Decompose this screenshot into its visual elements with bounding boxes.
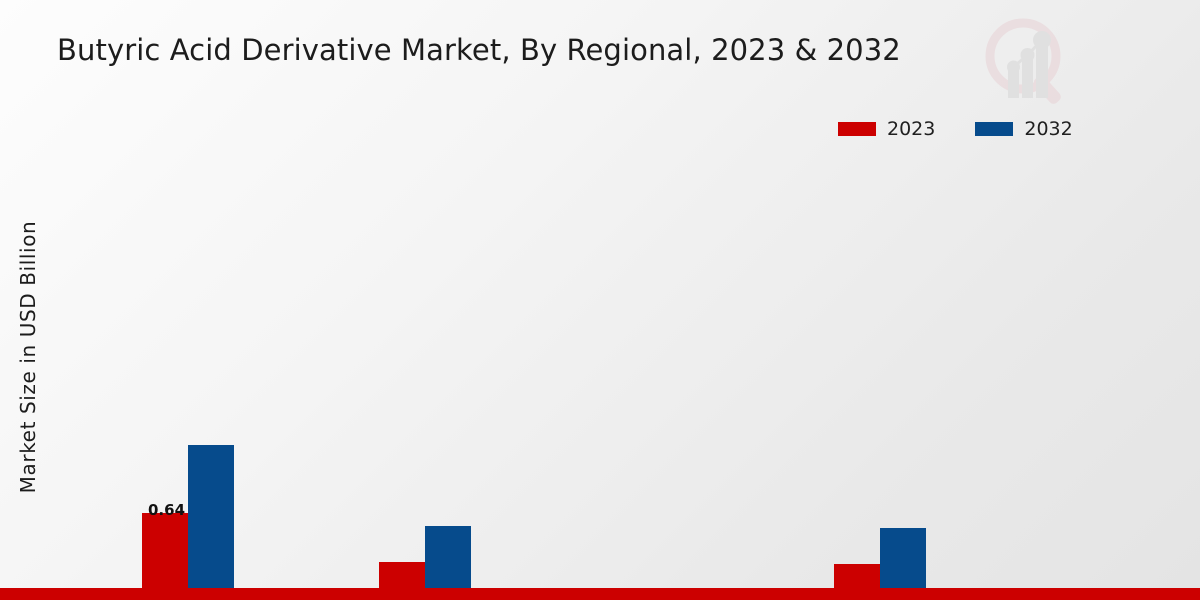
chart-title: Butyric Acid Derivative Market, By Regio… [57, 33, 901, 67]
legend-swatch-2023-icon [838, 122, 876, 136]
bar-2032-europe [425, 526, 471, 600]
footer-accent-bar [0, 588, 1200, 600]
y-axis-title: Market Size in USD Billion [16, 220, 40, 494]
bar-2032-north-america [188, 445, 234, 600]
legend-swatch-2032-icon [975, 122, 1014, 136]
bar-2023-north-america [142, 513, 188, 600]
legend-label-2023: 2023 [887, 118, 936, 140]
magnifier-bar-chart-logo-icon [975, 12, 1080, 112]
bar-2032-asia-pacific [880, 527, 926, 600]
bar-value-label: 0.64 [148, 501, 186, 520]
legend-label-2032: 2032 [1024, 118, 1073, 140]
plot-area: 0.64 NORTHAMERICAEUROPESOUTHAMERICAASIAP… [40, 160, 1190, 600]
legend-entry-2032[interactable]: 2032 [975, 118, 1073, 140]
chart-legend: 2023 2032 [838, 118, 1073, 140]
legend-entry-2023[interactable]: 2023 [838, 118, 935, 140]
